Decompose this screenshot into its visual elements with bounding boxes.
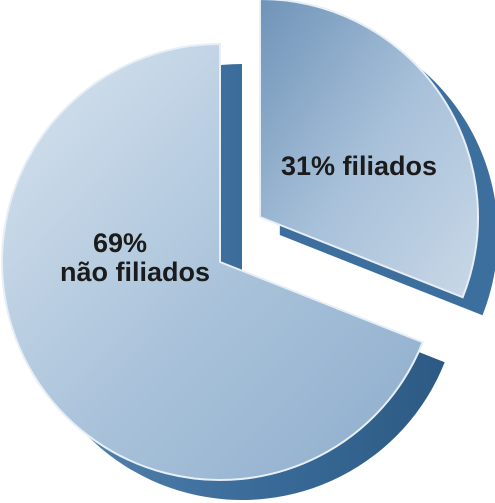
slice-label-percent-nao-filiados: 69% xyxy=(93,228,147,258)
slice-nao-filiados xyxy=(1,42,424,481)
slice-label-filiados: 31% filiados xyxy=(281,151,437,181)
slice-label-nao-filiados: não filiados xyxy=(60,257,210,287)
slice-filiados xyxy=(259,0,479,299)
